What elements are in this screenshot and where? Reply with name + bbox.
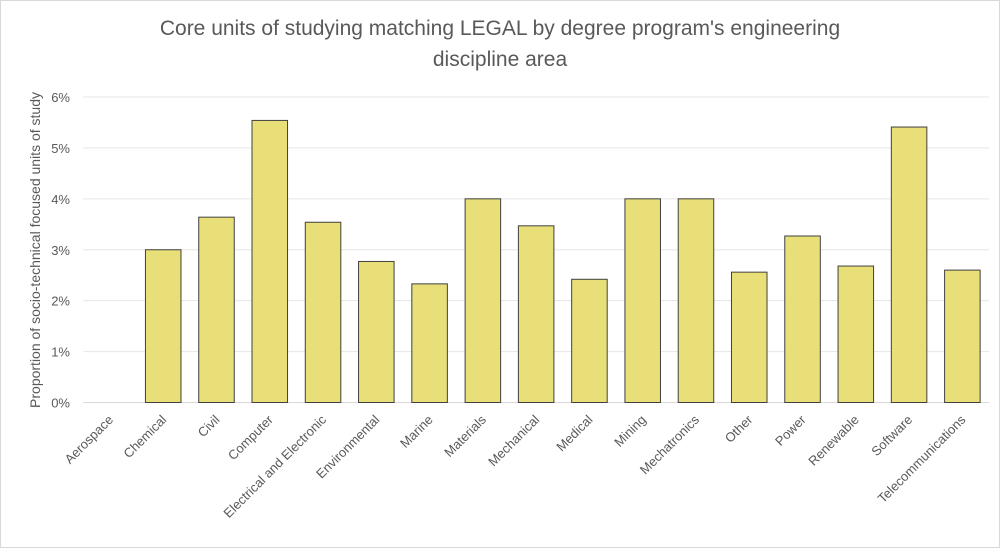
x-tick-label: Other	[722, 412, 756, 446]
bar-telecommunications	[944, 269, 981, 403]
bar-materials	[464, 198, 502, 403]
bar-mechanical	[517, 225, 555, 403]
y-tick-label: 1%	[51, 345, 70, 360]
bar-chemical	[144, 249, 182, 403]
x-tick-label: Chemical	[120, 412, 169, 461]
x-tick-label: Marine	[397, 412, 436, 451]
bar-mechatronics	[677, 198, 715, 403]
bar-medical	[571, 278, 608, 404]
x-tick-label: Mining	[611, 412, 649, 450]
chart-title-line1: Core units of studying matching LEGAL by…	[159, 17, 841, 40]
y-tick-label: 3%	[51, 243, 70, 258]
x-tick-label: Computer	[225, 412, 276, 463]
bar-electrical-and-electronic	[304, 221, 342, 403]
x-tick-label: Civil	[195, 412, 223, 440]
bar-computer	[251, 119, 289, 404]
bar-civil	[198, 216, 235, 403]
x-tick-label: Medical	[553, 412, 595, 454]
x-tick-label: Mechanical	[485, 412, 542, 469]
x-tick-label: Renewable	[805, 412, 862, 469]
y-axis-label: Proportion of socio-technical focused un…	[27, 92, 43, 408]
x-tick-label: Software	[868, 412, 915, 459]
y-tick-label: 5%	[51, 141, 70, 156]
y-tick-label: 6%	[51, 90, 70, 105]
x-tick-label: Electrical and Electronic	[220, 412, 329, 521]
bar-software	[890, 126, 928, 403]
x-tick-label: Power	[772, 412, 809, 449]
bar-power	[784, 235, 821, 403]
bar-marine	[411, 283, 448, 403]
bar-other	[730, 271, 768, 403]
bar-mining	[624, 198, 661, 403]
bar-renewable	[837, 265, 875, 403]
x-tick-label: Materials	[441, 412, 489, 460]
bar-environmental	[358, 260, 395, 404]
y-tick-label: 4%	[51, 192, 70, 207]
x-tick-label: Telecommunications	[875, 412, 969, 506]
y-tick-label: 0%	[51, 396, 70, 411]
x-tick-label: Aerospace	[62, 412, 117, 467]
y-tick-label: 2%	[51, 294, 70, 309]
chart-title-line2: discipline area	[432, 48, 568, 71]
